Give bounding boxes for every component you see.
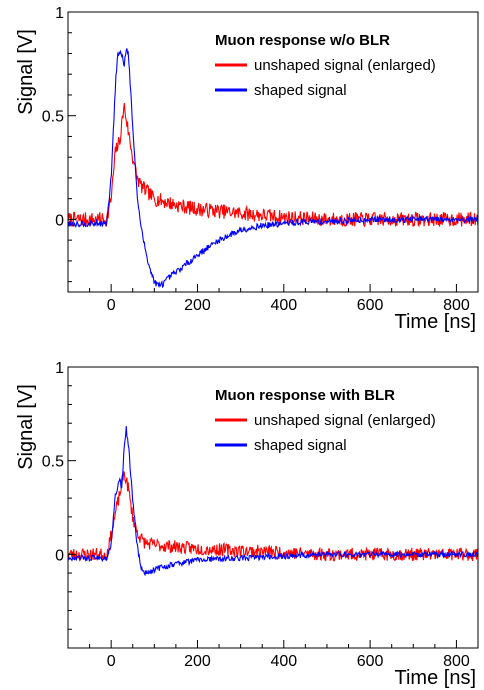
y-tick-label: 0	[55, 547, 64, 564]
x-tick-label: 800	[443, 653, 470, 670]
series-line-shaped	[68, 48, 478, 289]
x-tick-label: 400	[270, 297, 297, 314]
y-tick-label: 1	[55, 360, 64, 377]
series-line-shaped	[68, 426, 478, 577]
x-tick-label: 800	[443, 297, 470, 314]
plot-frame	[67, 366, 479, 649]
x-axis-label: Time [ns]	[395, 667, 477, 689]
y-tick-label: 0.5	[42, 109, 64, 126]
chart-panel-2: 0 200 400 600 800 0 0.5 1 Time [ns] Signal [V] Muo…	[15, 360, 479, 689]
y-tick-label: 0.5	[42, 454, 64, 471]
legend-label: unshaped signal (enlarged)	[254, 412, 436, 429]
legend-title: Muon response w/o BLR	[215, 32, 390, 49]
x-axis-label: Time [ns]	[395, 311, 477, 333]
legend-label: shaped signal	[254, 82, 347, 99]
legend: Muon response w/o BLR unshaped signal (en…	[215, 32, 436, 99]
x-tick-label: 400	[270, 653, 297, 670]
y-tick-label: 0	[55, 212, 64, 229]
y-axis-label: Signal [V]	[15, 29, 37, 115]
legend-title: Muon response with BLR	[215, 387, 395, 404]
plot-frame	[67, 11, 479, 293]
series-line-unshaped	[68, 470, 478, 562]
plot-area	[68, 426, 478, 577]
x-tick-label: 0	[107, 653, 116, 670]
x-tick-label: 600	[357, 297, 384, 314]
y-axis-label: Signal [V]	[15, 384, 37, 470]
x-tick-label: 200	[184, 653, 211, 670]
legend-label: unshaped signal (enlarged)	[254, 57, 436, 74]
series-line-unshaped	[68, 102, 478, 228]
y-tick-label: 1	[55, 5, 64, 22]
legend-label: shaped signal	[254, 437, 347, 454]
legend: Muon response with BLR unshaped signal (e…	[215, 387, 436, 454]
x-tick-label: 200	[184, 297, 211, 314]
plot-area	[68, 48, 478, 289]
x-tick-label: 0	[107, 297, 116, 314]
chart-panel-1: 0 200 400 600 800 0 0.5 1 Time [ns] Signal [V] Muo…	[15, 5, 479, 333]
x-tick-label: 600	[357, 653, 384, 670]
